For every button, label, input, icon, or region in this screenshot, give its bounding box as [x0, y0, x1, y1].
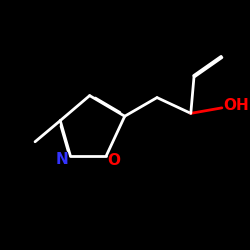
Text: O: O	[108, 152, 121, 168]
Text: N: N	[56, 152, 69, 167]
Text: OH: OH	[223, 98, 249, 113]
